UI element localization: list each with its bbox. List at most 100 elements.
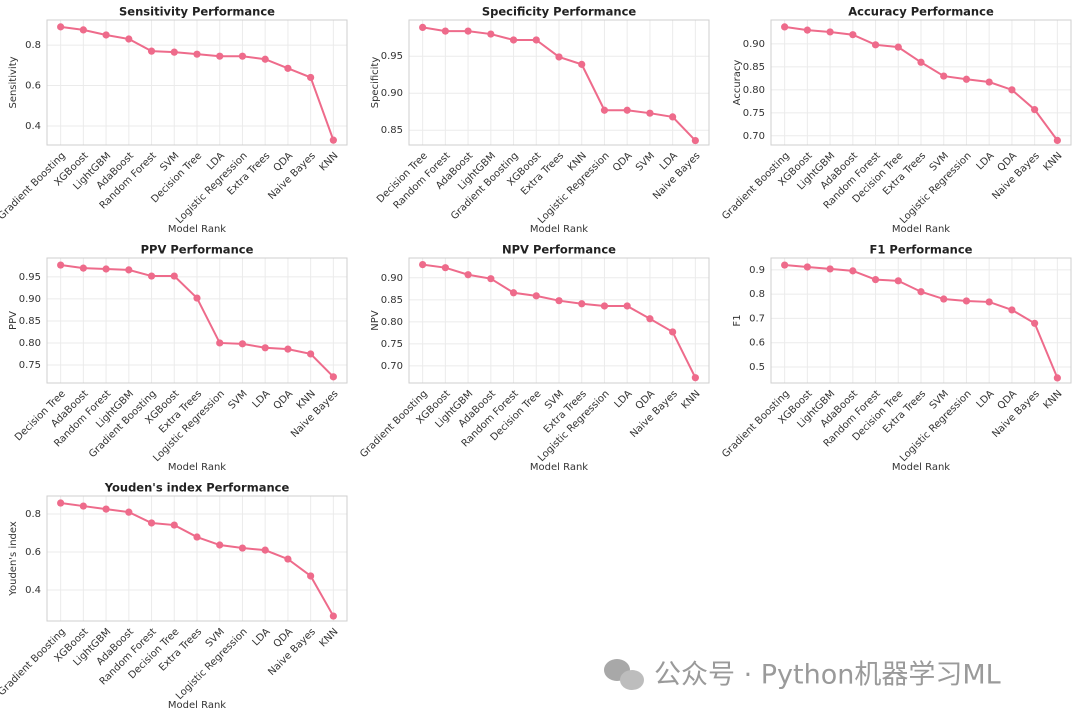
point bbox=[464, 271, 472, 279]
point bbox=[894, 277, 902, 285]
point bbox=[803, 26, 811, 34]
point bbox=[1053, 374, 1061, 382]
y-tick-label: 0.90 bbox=[381, 88, 403, 99]
point bbox=[509, 289, 518, 297]
x-tick-label: LDA bbox=[251, 626, 273, 648]
y-tick-label: 0.8 bbox=[25, 40, 41, 51]
point bbox=[826, 28, 834, 36]
y-axis-label: Youden's index bbox=[8, 521, 19, 597]
y-tick-label: 0.80 bbox=[19, 338, 41, 349]
plot-frame bbox=[408, 257, 710, 384]
y-tick-label: 0.4 bbox=[25, 585, 41, 596]
y-tick-label: 0.6 bbox=[25, 547, 41, 558]
y-axis-label: Specificity bbox=[370, 57, 381, 109]
x-axis-label: Model Rank bbox=[168, 224, 226, 235]
chart-title: Specificity Performance bbox=[482, 5, 637, 19]
y-tick-label: 0.7 bbox=[749, 313, 765, 324]
x-tick-label: KNN bbox=[1042, 150, 1065, 173]
point bbox=[623, 106, 631, 114]
y-tick-label: 0.85 bbox=[381, 125, 403, 136]
y-tick-label: 0.90 bbox=[381, 273, 403, 284]
point bbox=[57, 23, 65, 31]
point bbox=[578, 300, 586, 308]
y-tick-label: 0.4 bbox=[25, 121, 41, 132]
point bbox=[940, 295, 948, 303]
x-tick-label: KNN bbox=[680, 388, 703, 411]
point bbox=[57, 261, 65, 269]
point bbox=[284, 345, 292, 353]
point bbox=[917, 288, 925, 296]
point bbox=[102, 265, 110, 273]
x-tick-label: LDA bbox=[613, 388, 635, 410]
panel: Gradient BoostingXGBoostLightGBMAdaBoost… bbox=[358, 243, 710, 473]
point bbox=[307, 572, 315, 580]
y-tick-label: 0.70 bbox=[743, 131, 765, 142]
chart-title: NPV Performance bbox=[502, 243, 616, 257]
point bbox=[57, 499, 65, 507]
point bbox=[1008, 86, 1016, 94]
plot-frame bbox=[770, 257, 1072, 384]
y-axis-label: NPV bbox=[370, 310, 381, 331]
point bbox=[193, 294, 201, 302]
panel: Gradient BoostingXGBoostLightGBMAdaBoost… bbox=[0, 5, 348, 235]
x-axis-label: Model Rank bbox=[530, 462, 588, 473]
point bbox=[419, 261, 427, 269]
y-tick-label: 0.6 bbox=[749, 338, 765, 349]
x-tick-label: LDA bbox=[975, 388, 997, 410]
point bbox=[79, 264, 87, 272]
point bbox=[781, 23, 789, 31]
point bbox=[646, 315, 654, 323]
watermark: 公众号 · Python机器学习ML bbox=[654, 660, 1001, 691]
y-tick-label: 0.75 bbox=[743, 108, 765, 119]
y-tick-label: 0.85 bbox=[19, 316, 41, 327]
x-tick-label: LDA bbox=[975, 150, 997, 172]
point bbox=[307, 350, 315, 358]
point bbox=[532, 292, 540, 300]
point bbox=[79, 502, 87, 510]
point bbox=[826, 265, 834, 273]
y-tick-label: 0.6 bbox=[25, 81, 41, 92]
panel: Gradient BoostingXGBoostLightGBMAdaBoost… bbox=[720, 243, 1072, 473]
point bbox=[578, 60, 586, 68]
y-tick-label: 0.80 bbox=[743, 85, 765, 96]
point bbox=[669, 328, 677, 336]
point bbox=[623, 302, 631, 310]
x-axis-label: Model Rank bbox=[168, 462, 226, 473]
y-tick-label: 0.85 bbox=[381, 295, 403, 306]
chart-title: Sensitivity Performance bbox=[119, 5, 275, 19]
chart-title: PPV Performance bbox=[141, 243, 254, 257]
point bbox=[509, 36, 518, 44]
point bbox=[940, 72, 948, 80]
chart-title: Accuracy Performance bbox=[848, 5, 994, 19]
point bbox=[871, 41, 880, 49]
point bbox=[691, 136, 699, 145]
y-axis-label: Accuracy bbox=[732, 60, 743, 106]
point bbox=[600, 106, 609, 114]
point bbox=[985, 78, 993, 86]
chart-title: Youden's index Performance bbox=[104, 481, 290, 495]
point bbox=[329, 136, 337, 144]
point bbox=[600, 302, 609, 310]
point bbox=[238, 340, 247, 348]
point bbox=[962, 75, 971, 83]
x-axis-label: Model Rank bbox=[168, 700, 226, 711]
point bbox=[555, 53, 563, 61]
point bbox=[555, 297, 563, 305]
point bbox=[193, 533, 201, 541]
point bbox=[147, 272, 156, 280]
point bbox=[125, 508, 133, 516]
point bbox=[646, 109, 654, 117]
point bbox=[849, 31, 857, 39]
x-tick-label: KNN bbox=[1042, 388, 1065, 411]
y-tick-label: 0.75 bbox=[19, 360, 41, 371]
point bbox=[1053, 136, 1061, 145]
x-tick-label: QDA bbox=[272, 388, 296, 412]
point bbox=[170, 521, 178, 529]
x-axis-label: Model Rank bbox=[530, 224, 588, 235]
point bbox=[193, 50, 201, 58]
point bbox=[307, 73, 315, 82]
point bbox=[102, 31, 110, 39]
y-tick-label: 0.90 bbox=[19, 294, 41, 305]
